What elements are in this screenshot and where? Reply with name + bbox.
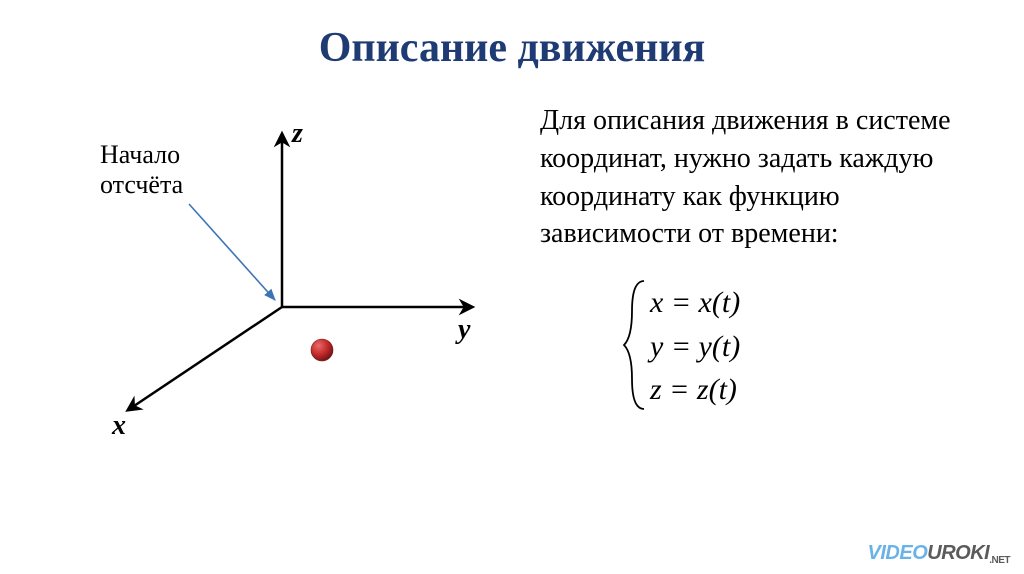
y-axis-label: y [458, 314, 470, 346]
x-axis-label: x [112, 410, 126, 442]
text-column: Для описания движения в системе координа… [520, 92, 984, 472]
z-axis-label: z [292, 118, 303, 150]
x-axis [128, 307, 282, 410]
coordinate-diagram: z y x Началоотсчёта [40, 92, 520, 472]
brace-icon [622, 275, 650, 415]
equation-y: y = y(t) [650, 325, 984, 369]
watermark-brand-a: VIDEO [868, 542, 928, 564]
equation-x: x = x(t) [650, 281, 984, 325]
origin-label: Началоотсчёта [100, 140, 183, 200]
page-title: Описание движения [0, 0, 1024, 72]
watermark-suffix: .NET [989, 555, 1010, 566]
moving-point [311, 339, 333, 361]
content-row: z y x Началоотсчёта Для описания движени… [0, 72, 1024, 472]
description-paragraph: Для описания движения в системе координа… [540, 102, 984, 253]
equation-system: x = x(t) y = y(t) z = z(t) [650, 281, 984, 412]
equation-z: z = z(t) [650, 368, 984, 412]
origin-arrow [189, 204, 275, 300]
watermark-brand-b: UROKI [927, 542, 989, 564]
watermark: VIDEOUROKI.NET [868, 542, 1010, 566]
